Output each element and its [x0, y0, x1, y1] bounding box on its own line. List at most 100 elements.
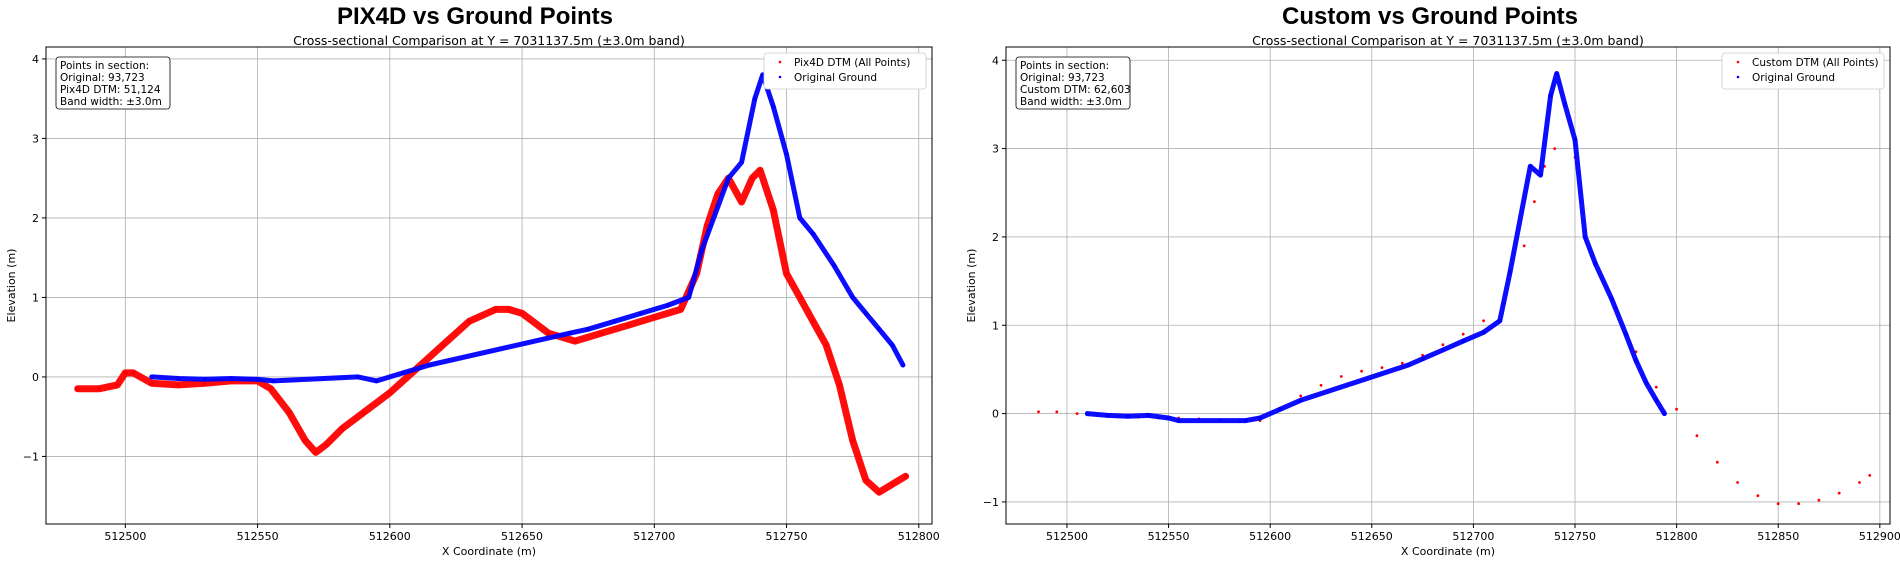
data-point [715, 191, 720, 197]
data-point [75, 386, 80, 391]
data-point [1715, 460, 1719, 464]
data-point [567, 331, 572, 336]
data-point [1166, 415, 1171, 421]
series-band [74, 166, 910, 496]
x-tick-label: 512550 [237, 530, 279, 543]
data-point [268, 386, 273, 391]
chart-subtitle: Cross-sectional Comparison at Y = 703113… [1252, 33, 1644, 48]
x-tick-label: 512800 [1656, 530, 1698, 543]
x-tick-label: 512900 [1859, 530, 1900, 543]
legend-label: Original Ground [1752, 72, 1835, 84]
data-point [1623, 331, 1629, 337]
data-point [863, 311, 869, 316]
data-point [149, 374, 154, 380]
data-point [255, 377, 260, 382]
data-point [131, 370, 136, 376]
y-tick-label: 0 [992, 408, 999, 421]
axes-frame [45, 46, 933, 525]
data-point [493, 307, 498, 312]
y-tick-label: 4 [32, 53, 39, 66]
data-point [427, 362, 432, 368]
data-point [797, 295, 802, 300]
x-tick-label: 512700 [1452, 530, 1494, 543]
x-axis-label: X Coordinate (m) [1401, 545, 1495, 558]
legend-label: Pix4D DTM (All Points) [794, 57, 910, 69]
data-point [1400, 361, 1404, 365]
data-point [784, 152, 789, 157]
data-point [1533, 200, 1536, 204]
data-point [1420, 356, 1425, 361]
data-point [313, 450, 318, 455]
data-point [810, 319, 816, 324]
data-point [1548, 93, 1553, 98]
chart-panel-1: PIX4D vs Ground Points Cross-sectional Co… [5, 3, 940, 558]
data-point [1654, 398, 1659, 403]
data-point [1360, 369, 1363, 373]
legend-marker [778, 60, 782, 64]
data-point [1583, 234, 1588, 240]
data-point [1554, 71, 1559, 76]
data-point [699, 247, 705, 252]
data-point [900, 362, 906, 368]
data-point [599, 331, 604, 336]
series-1 [1037, 147, 1872, 506]
data-point [837, 382, 842, 388]
chart-title: PIX4D vs Ground Points [337, 3, 613, 30]
x-tick-label: 512600 [369, 530, 411, 543]
data-point [1243, 418, 1249, 423]
data-point [678, 307, 683, 312]
axes-frame [1005, 46, 1891, 525]
x-tick-label: 512550 [1148, 530, 1190, 543]
info-box-frame [55, 56, 171, 110]
data-point [625, 323, 631, 328]
info-line: Custom DTM: 62,603 [1020, 84, 1131, 96]
data-point [1522, 244, 1526, 248]
data-point [1319, 383, 1323, 387]
data-point [1756, 494, 1760, 498]
data-point [1481, 330, 1486, 335]
data-point [1085, 411, 1090, 416]
data-point [1736, 481, 1739, 484]
x-tick-label: 512750 [766, 530, 808, 543]
y-tick-label: 1 [992, 319, 999, 332]
data-point [1440, 347, 1446, 353]
data-point [850, 295, 855, 300]
data-point [586, 327, 591, 332]
data-point [202, 377, 207, 382]
data-point [890, 482, 895, 487]
x-tick-label: 512850 [1757, 530, 1799, 543]
data-point [519, 311, 525, 316]
data-point [115, 382, 120, 388]
data-point [1482, 319, 1485, 323]
data-point [1776, 502, 1780, 506]
data-point [361, 410, 366, 415]
data-point [1507, 270, 1513, 275]
y-tick-label: 3 [32, 132, 39, 145]
y-tick-label: 2 [992, 231, 999, 244]
data-point [863, 478, 869, 483]
data-point [1695, 434, 1699, 438]
chart-title: Custom vs Ground Points [1282, 3, 1578, 30]
data-point [1055, 410, 1059, 414]
legend-label: Custom DTM (All Points) [1752, 57, 1879, 69]
info-line: Band width: ±3.0m [60, 96, 162, 108]
data-point [1538, 172, 1543, 178]
data-point [1593, 261, 1598, 266]
x-tick-label: 512800 [898, 530, 940, 543]
data-point [750, 176, 755, 181]
data-point [850, 438, 855, 443]
data-point [1461, 332, 1465, 336]
data-point [96, 386, 102, 391]
data-point [752, 96, 757, 101]
data-point [1662, 411, 1667, 416]
info-line: Pix4D DTM: 51,124 [60, 84, 161, 96]
data-point [638, 311, 644, 316]
x-tick-label: 512500 [104, 530, 146, 543]
data-point [739, 199, 744, 205]
data-point [876, 490, 882, 495]
chart-panel-2: Custom vs Ground Points Cross-sectional C… [965, 3, 1900, 558]
data-point [324, 442, 329, 447]
data-point [506, 307, 511, 312]
data-point [1125, 414, 1131, 419]
y-tick-label: −1 [983, 496, 999, 509]
